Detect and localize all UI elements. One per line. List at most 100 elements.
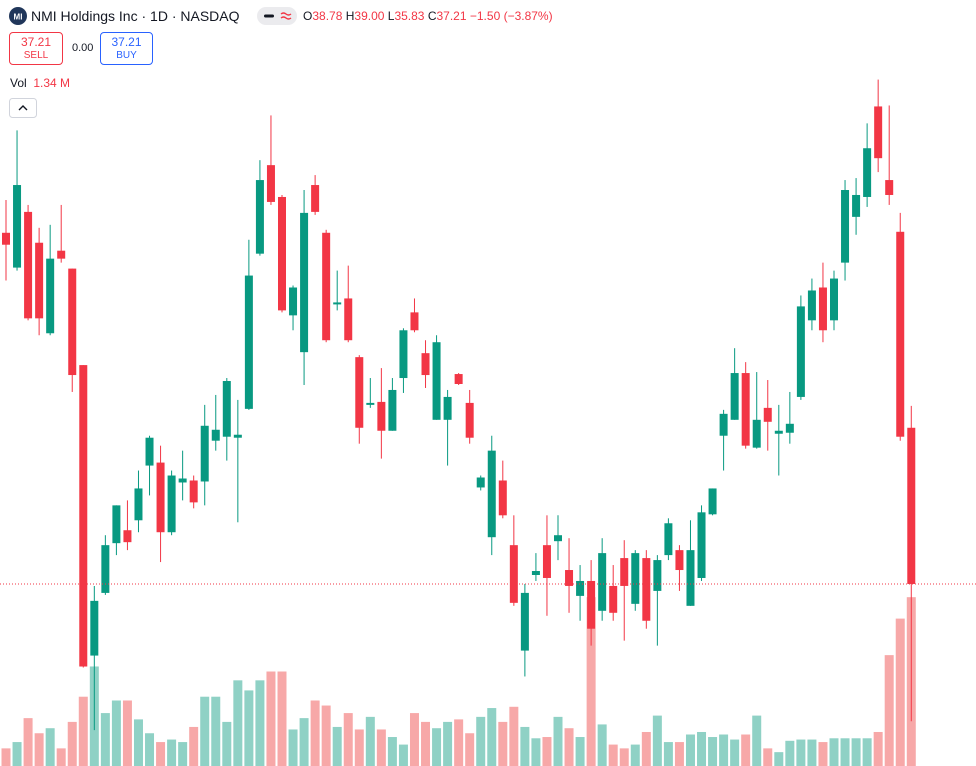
volume-bar bbox=[873, 731, 883, 766]
volume-bar bbox=[895, 618, 905, 766]
volume-bar bbox=[674, 742, 684, 766]
candle-body bbox=[222, 381, 231, 437]
toggle-icon bbox=[264, 14, 274, 18]
candle-body bbox=[653, 560, 662, 591]
spread: 0.00 bbox=[72, 42, 94, 54]
volume-bar bbox=[597, 724, 607, 766]
candle-body bbox=[697, 512, 706, 578]
buy-button[interactable]: 37.21 BUY bbox=[100, 32, 153, 65]
volume-bar bbox=[266, 671, 276, 766]
candle-body bbox=[664, 523, 673, 556]
buy-price: 37.21 bbox=[111, 35, 142, 49]
candle-body bbox=[24, 211, 33, 319]
ohlc-value: 37.21 bbox=[436, 9, 467, 23]
volume-bar bbox=[663, 742, 673, 766]
collapse-button[interactable] bbox=[9, 98, 37, 118]
symbol-title: NMI Holdings Inc · 1D · NASDAQ bbox=[31, 8, 240, 24]
ohlc-label: L bbox=[387, 9, 395, 23]
ohlc-label: H bbox=[345, 9, 355, 23]
candle-body bbox=[498, 480, 507, 516]
candle-body bbox=[774, 430, 783, 434]
candle-body bbox=[785, 423, 794, 433]
candle-body bbox=[609, 585, 618, 613]
volume-bar bbox=[387, 737, 397, 766]
volume-bar bbox=[200, 696, 210, 766]
candle-body bbox=[355, 357, 364, 428]
candle-body bbox=[807, 290, 816, 321]
candle-body bbox=[487, 450, 496, 538]
candle-body bbox=[300, 212, 309, 353]
candle-body bbox=[35, 242, 44, 319]
volume-bar bbox=[564, 728, 574, 766]
volume-bar bbox=[763, 748, 773, 766]
candle-body bbox=[620, 558, 629, 586]
volume-bar bbox=[111, 700, 121, 766]
candle-body bbox=[675, 550, 684, 571]
candle-body bbox=[366, 402, 375, 405]
volume-bar bbox=[807, 739, 817, 766]
volume-bar bbox=[818, 742, 828, 766]
volume-bar bbox=[67, 721, 77, 766]
candle-body bbox=[156, 462, 165, 533]
candle-body bbox=[344, 298, 353, 341]
volume-bar bbox=[608, 744, 618, 766]
collapse-bg bbox=[9, 98, 37, 118]
volume-bar bbox=[708, 737, 718, 766]
candle-body bbox=[841, 190, 850, 263]
volume-bar bbox=[12, 742, 22, 766]
candle-body bbox=[598, 553, 607, 611]
candle-body bbox=[2, 232, 10, 245]
volume-bar bbox=[178, 742, 188, 766]
volume-bar bbox=[365, 716, 375, 766]
candle-body bbox=[68, 268, 77, 376]
candle-body bbox=[576, 580, 585, 596]
candle-body bbox=[255, 180, 264, 254]
volume-bar bbox=[630, 744, 640, 766]
volume-bar bbox=[189, 726, 199, 766]
sell-price: 37.21 bbox=[20, 35, 52, 49]
volume-bar bbox=[741, 734, 751, 766]
candle-body bbox=[244, 275, 253, 409]
candle-body bbox=[752, 419, 761, 448]
volume-bar bbox=[829, 738, 839, 766]
logo-circle bbox=[9, 7, 27, 25]
volume-bar bbox=[796, 739, 806, 766]
candle-body bbox=[377, 401, 386, 431]
sell-label: SELL bbox=[23, 50, 49, 61]
candle-body bbox=[333, 302, 342, 305]
candle-body bbox=[454, 374, 463, 384]
logo-text: MI bbox=[14, 13, 23, 22]
candle-body bbox=[730, 373, 739, 420]
candle-body bbox=[852, 194, 861, 217]
volume-bar bbox=[100, 713, 110, 766]
candle-body bbox=[189, 480, 198, 503]
volume-bar bbox=[443, 721, 453, 766]
candle-body bbox=[465, 402, 474, 438]
ohlc-value: 39.00 bbox=[354, 9, 385, 23]
volume-bar bbox=[409, 713, 419, 766]
volume-bar bbox=[156, 742, 166, 766]
candle-body bbox=[885, 180, 894, 195]
ohlc-value: 38.78 bbox=[312, 9, 343, 23]
volume-bar bbox=[509, 706, 519, 766]
volume-bar bbox=[233, 680, 243, 766]
candle-body bbox=[266, 165, 275, 202]
sell-button[interactable]: 37.21 SELL bbox=[9, 32, 63, 65]
volume-bar bbox=[641, 731, 651, 766]
candle-body bbox=[123, 530, 132, 543]
candle-body bbox=[818, 287, 827, 331]
volume-bar bbox=[78, 696, 88, 766]
volume-bar bbox=[145, 733, 155, 766]
candle-body bbox=[167, 475, 176, 533]
volume-bar bbox=[299, 718, 309, 766]
volume-bar bbox=[465, 733, 475, 766]
volume-bar bbox=[454, 719, 464, 766]
volume-bar bbox=[211, 696, 221, 766]
volume-bar bbox=[531, 738, 541, 766]
chart-style-toggle[interactable] bbox=[257, 7, 297, 25]
candle-body bbox=[863, 148, 872, 197]
candle-body bbox=[796, 306, 805, 397]
volume-bar bbox=[34, 733, 44, 766]
volume-legend: Vol 1.34 M bbox=[10, 76, 70, 90]
